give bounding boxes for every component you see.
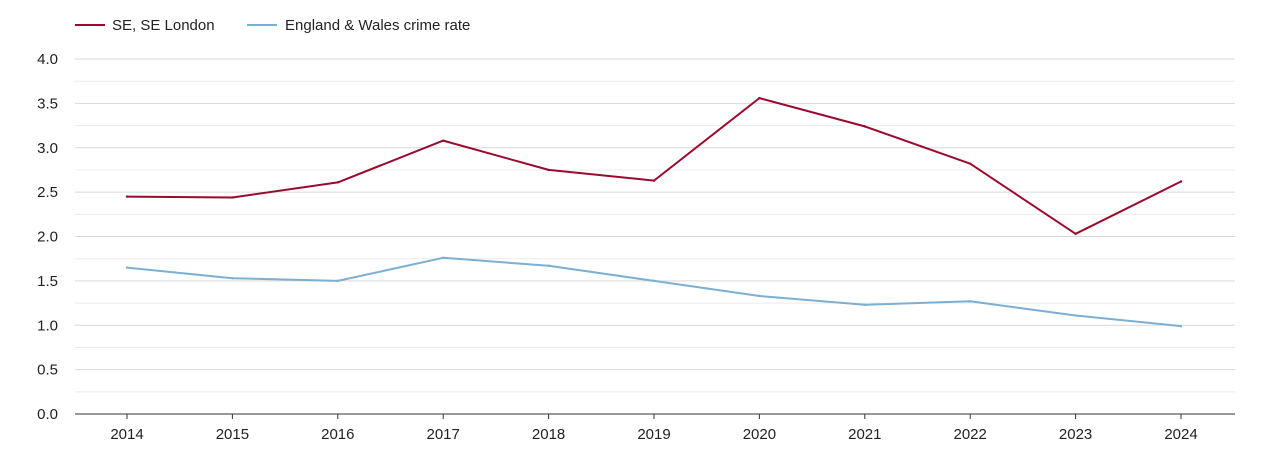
series-line-se-se-london bbox=[126, 97, 1182, 235]
x-tick-label: 2019 bbox=[637, 426, 670, 443]
y-tick-label: 4.0 bbox=[37, 51, 58, 68]
y-tick-label: 3.5 bbox=[37, 95, 58, 112]
x-tick-label: 2016 bbox=[321, 426, 354, 443]
y-tick-label: 0.0 bbox=[37, 406, 58, 423]
y-tick-label: 0.5 bbox=[37, 362, 58, 379]
x-tick-label: 2023 bbox=[1059, 426, 1092, 443]
x-tick-label: 2015 bbox=[216, 426, 249, 443]
legend-label-england-wales: England & Wales crime rate bbox=[285, 17, 470, 34]
chart-legend: SE, SE London England & Wales crime rate bbox=[75, 17, 470, 34]
data-point-england-wales-crime-rate bbox=[547, 264, 550, 267]
y-tick-label: 1.5 bbox=[37, 273, 58, 290]
data-point-england-wales-crime-rate bbox=[863, 303, 866, 307]
x-tick-label: 2020 bbox=[743, 426, 776, 443]
data-point-se-se-london bbox=[1074, 232, 1077, 236]
series-layer bbox=[125, 96, 1183, 328]
data-point-se-se-london bbox=[969, 162, 972, 165]
y-tick-label: 3.0 bbox=[37, 140, 58, 157]
x-tick-label: 2024 bbox=[1164, 426, 1197, 443]
data-point-se-se-london bbox=[652, 179, 656, 182]
data-point-se-se-london bbox=[547, 168, 550, 172]
y-tick-label: 2.5 bbox=[37, 184, 58, 201]
legend-label-se-london: SE, SE London bbox=[112, 17, 215, 34]
data-point-se-se-london bbox=[125, 195, 129, 198]
y-tick-label: 1.0 bbox=[37, 317, 58, 334]
series-line-england-wales-crime-rate bbox=[126, 256, 1182, 328]
x-tick-label: 2014 bbox=[110, 426, 143, 443]
data-point-se-se-london bbox=[1179, 180, 1183, 183]
y-tick-label: 2.0 bbox=[37, 229, 58, 246]
data-point-se-se-london bbox=[863, 125, 866, 128]
x-tick-label: 2022 bbox=[954, 426, 987, 443]
chart-grid bbox=[75, 58, 1235, 393]
data-point-se-se-london bbox=[231, 196, 234, 199]
data-point-england-wales-crime-rate bbox=[652, 279, 656, 283]
x-tick-label: 2018 bbox=[532, 426, 565, 443]
data-point-se-se-london bbox=[336, 181, 339, 184]
x-axis: 2014 2015 2016 2017 2018 2019 2020 2021 2022 2023… bbox=[75, 413, 1235, 443]
x-tick-label: 2021 bbox=[848, 426, 881, 443]
x-tick-label: 2017 bbox=[427, 426, 460, 443]
data-point-england-wales-crime-rate bbox=[1179, 324, 1183, 328]
data-point-england-wales-crime-rate bbox=[758, 294, 761, 298]
data-point-england-wales-crime-rate bbox=[969, 300, 972, 303]
data-point-se-se-london bbox=[758, 96, 761, 100]
data-point-england-wales-crime-rate bbox=[1074, 314, 1077, 317]
y-axis: 0.0 0.5 1.0 1.5 2.0 2.5 3.0 3.5 4.0 bbox=[37, 51, 58, 423]
data-point-se-se-london bbox=[442, 139, 445, 142]
data-point-england-wales-crime-rate bbox=[125, 266, 129, 269]
data-point-england-wales-crime-rate bbox=[231, 277, 234, 280]
data-point-england-wales-crime-rate bbox=[442, 256, 445, 259]
data-point-england-wales-crime-rate bbox=[336, 279, 339, 283]
